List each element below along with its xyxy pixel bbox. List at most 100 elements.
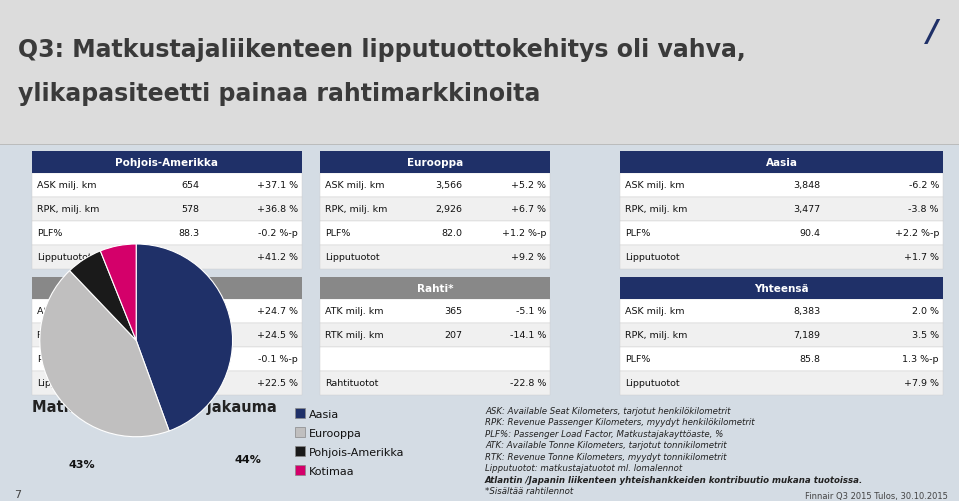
- Text: 85.8: 85.8: [799, 355, 820, 364]
- Text: 6%: 6%: [84, 409, 104, 419]
- Bar: [320, 323, 550, 347]
- Wedge shape: [39, 271, 169, 437]
- Text: +1.7 %: +1.7 %: [904, 253, 939, 262]
- Wedge shape: [136, 244, 233, 431]
- Text: +37.1 %: +37.1 %: [257, 181, 298, 190]
- Text: RPK, milj. km: RPK, milj. km: [325, 205, 387, 214]
- Text: Kotimaa: Kotimaa: [143, 284, 192, 294]
- Text: PLF%: PLF%: [37, 355, 62, 364]
- Text: Matkustajatuottojen jakauma: Matkustajatuottojen jakauma: [32, 399, 277, 414]
- Bar: [620, 152, 943, 174]
- Bar: [32, 152, 302, 174]
- Text: 88.3: 88.3: [178, 229, 199, 238]
- Text: Eurooppa: Eurooppa: [407, 158, 463, 168]
- Bar: [295, 427, 305, 437]
- Bar: [620, 197, 943, 221]
- Text: PLF%: Passenger Load Factor, Matkustajakayttöaste, %: PLF%: Passenger Load Factor, Matkustajak…: [485, 429, 723, 438]
- Bar: [620, 174, 943, 197]
- Text: -0.1 %-p: -0.1 %-p: [258, 355, 298, 364]
- Text: Kotimaa: Kotimaa: [309, 466, 355, 476]
- Text: ASK milj. km: ASK milj. km: [37, 181, 97, 190]
- Text: 7,189: 7,189: [793, 331, 820, 340]
- Text: +6.7 %: +6.7 %: [511, 205, 546, 214]
- Text: PLF%: PLF%: [37, 229, 62, 238]
- Bar: [620, 323, 943, 347]
- Text: ASK: Available Seat Kilometers, tarjotut henkilökilometrit: ASK: Available Seat Kilometers, tarjotut…: [485, 406, 731, 415]
- Text: +5.2 %: +5.2 %: [511, 181, 546, 190]
- Text: 8,383: 8,383: [793, 307, 820, 316]
- Text: 207: 207: [445, 331, 462, 340]
- Bar: [620, 347, 943, 371]
- Text: 2.0 %: 2.0 %: [912, 307, 939, 316]
- Text: Lipputuotot: Lipputuotot: [625, 253, 680, 262]
- Text: Yhteensä: Yhteensä: [754, 284, 808, 294]
- Text: ASK milj. km: ASK milj. km: [625, 307, 685, 316]
- Text: +24.7 %: +24.7 %: [257, 307, 298, 316]
- Bar: [32, 300, 302, 323]
- Text: 90.4: 90.4: [799, 229, 820, 238]
- Wedge shape: [101, 244, 136, 341]
- Bar: [320, 152, 550, 174]
- Text: 314: 314: [181, 307, 199, 316]
- Text: +24.5 %: +24.5 %: [257, 331, 298, 340]
- Text: ATK milj. km: ATK milj. km: [325, 307, 384, 316]
- Text: Q3: Matkustajaliikenteen lipputuottokehitys oli vahva,: Q3: Matkustajaliikenteen lipputuottokehi…: [18, 38, 746, 62]
- Text: 208: 208: [181, 331, 199, 340]
- Bar: [32, 347, 302, 371]
- Text: Rahtituotot: Rahtituotot: [325, 379, 379, 388]
- Bar: [32, 245, 302, 270]
- Text: -5.1 %: -5.1 %: [516, 307, 546, 316]
- Text: *Sisältää rahtilennot: *Sisältää rahtilennot: [485, 486, 573, 495]
- Text: Lipputuotot: Lipputuotot: [325, 253, 380, 262]
- Text: -14.1 %: -14.1 %: [509, 331, 546, 340]
- Text: Rahti*: Rahti*: [417, 284, 454, 294]
- Text: +22.5 %: +22.5 %: [257, 379, 298, 388]
- Text: /: /: [927, 18, 938, 47]
- Bar: [320, 174, 550, 197]
- Text: 43%: 43%: [69, 459, 95, 469]
- Text: 44%: 44%: [235, 454, 262, 464]
- Text: PLF%: PLF%: [325, 229, 350, 238]
- Text: +9.2 %: +9.2 %: [511, 253, 546, 262]
- Text: ASK milj. km: ASK milj. km: [625, 181, 685, 190]
- Bar: [295, 465, 305, 475]
- Text: Lipputuotot: Lipputuotot: [625, 379, 680, 388]
- Text: RTK: Revenue Tonne Kilometers, myydyt tonnikilometrit: RTK: Revenue Tonne Kilometers, myydyt to…: [485, 452, 727, 461]
- Text: RPK, milj. km: RPK, milj. km: [37, 205, 100, 214]
- Text: 7: 7: [14, 489, 21, 499]
- Text: 578: 578: [181, 205, 199, 214]
- Text: 2,926: 2,926: [435, 205, 462, 214]
- Bar: [620, 245, 943, 270]
- Bar: [620, 221, 943, 245]
- Text: +7.9 %: +7.9 %: [904, 379, 939, 388]
- Text: 3,477: 3,477: [793, 205, 820, 214]
- Text: Pohjois-Amerikka: Pohjois-Amerikka: [115, 158, 219, 168]
- Text: Aasia: Aasia: [309, 409, 339, 419]
- Bar: [295, 446, 305, 456]
- Bar: [32, 174, 302, 197]
- Bar: [32, 278, 302, 300]
- Text: Eurooppa: Eurooppa: [309, 428, 362, 438]
- Bar: [320, 221, 550, 245]
- Text: PLF%: PLF%: [625, 355, 650, 364]
- Bar: [32, 371, 302, 395]
- Text: -22.8 %: -22.8 %: [509, 379, 546, 388]
- Text: PLF%: PLF%: [625, 229, 650, 238]
- Bar: [320, 300, 550, 323]
- Text: ATK: Available Tonne Kilometers, tarjotut tonnikilometrit: ATK: Available Tonne Kilometers, tarjotu…: [485, 440, 727, 449]
- Text: 3.5 %: 3.5 %: [912, 331, 939, 340]
- Text: Lipputuotot: Lipputuotot: [37, 253, 92, 262]
- Bar: [320, 278, 550, 300]
- Bar: [320, 197, 550, 221]
- Text: ASK milj. km: ASK milj. km: [37, 307, 97, 316]
- Text: RPK, milj. km: RPK, milj. km: [625, 331, 688, 340]
- Text: ASK milj. km: ASK milj. km: [325, 181, 385, 190]
- Text: +2.2 %-p: +2.2 %-p: [895, 229, 939, 238]
- Text: +1.2 %-p: +1.2 %-p: [502, 229, 546, 238]
- Text: RPK, milj. km: RPK, milj. km: [37, 331, 100, 340]
- Bar: [320, 245, 550, 270]
- Text: RPK: Revenue Passenger Kilometers, myydyt henkilökilometrit: RPK: Revenue Passenger Kilometers, myydy…: [485, 418, 755, 427]
- Text: 66.1: 66.1: [178, 355, 199, 364]
- Text: 6%: 6%: [141, 402, 159, 412]
- Text: Aasia: Aasia: [765, 158, 798, 168]
